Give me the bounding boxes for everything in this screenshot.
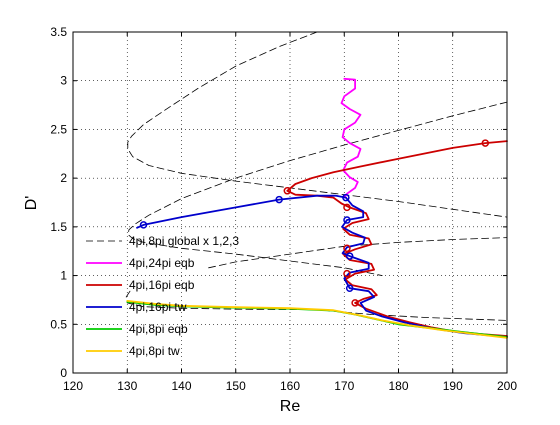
series-layer — [125, 31, 508, 339]
y-axis-label: D' — [23, 196, 40, 211]
x-tick-label: 200 — [497, 379, 517, 393]
legend-label: 4pi,8pi global x 1,2,3 — [129, 234, 239, 248]
x-tick-label: 130 — [117, 379, 137, 393]
marker-layer — [139, 139, 490, 307]
series-marker — [343, 269, 351, 278]
legend-label: 4pi,16pi tw — [129, 300, 187, 314]
series-line — [136, 194, 508, 338]
x-tick-label: 140 — [171, 379, 191, 393]
legend-label: 4pi,24pi eqb — [129, 256, 195, 270]
legend: 4pi,8pi global x 1,2,3 4pi,24pi eqb 4pi,16… — [86, 234, 239, 358]
y-tick-label: 1 — [60, 269, 67, 283]
series-marker — [139, 221, 148, 229]
x-tick-label: 170 — [334, 379, 354, 393]
x-tick-labels: 120 130 140 150 160 170 180 190 200 — [63, 379, 517, 393]
series-6 — [126, 300, 508, 339]
x-tick-label: 150 — [226, 379, 246, 393]
tick-marks — [72, 31, 508, 374]
series-marker — [343, 244, 351, 253]
series-marker — [345, 284, 354, 292]
series-3 — [286, 140, 508, 337]
series-marker — [343, 203, 351, 212]
y-tick-label: 0 — [60, 366, 67, 380]
x-tick-label: 180 — [388, 379, 408, 393]
series-line — [286, 140, 508, 337]
y-tick-label: 0.5 — [50, 317, 67, 331]
series-line — [126, 300, 508, 339]
series-marker — [351, 299, 359, 307]
y-tick-label: 2.5 — [50, 122, 67, 136]
grid-lines — [73, 32, 507, 373]
y-tick-label: 3 — [60, 74, 67, 88]
series-marker — [283, 187, 292, 195]
series-marker — [345, 252, 354, 260]
x-tick-label: 120 — [63, 379, 83, 393]
series-marker — [481, 139, 490, 147]
series-line — [127, 101, 508, 276]
series-line — [125, 290, 508, 321]
legend-label: 4pi,16pi eqb — [129, 278, 195, 292]
series-marker — [342, 193, 350, 202]
legend-label: 4pi,8pi tw — [129, 344, 180, 358]
series-line — [127, 31, 508, 218]
legend-label: 4pi,8pi eqb — [129, 322, 188, 336]
y-tick-label: 1.5 — [50, 220, 67, 234]
y-tick-label: 3.5 — [50, 25, 67, 39]
series-4 — [136, 194, 508, 338]
series-line — [340, 77, 362, 199]
y-tick-label: 2 — [60, 171, 67, 185]
x-tick-label: 190 — [443, 379, 463, 393]
x-tick-label: 160 — [280, 379, 300, 393]
series-2 — [340, 77, 362, 199]
series-marker — [275, 195, 283, 204]
y-tick-labels: 0 0.5 1 1.5 2 2.5 3 3.5 — [50, 25, 67, 380]
x-axis-label: Re — [280, 398, 301, 415]
series-marker — [343, 216, 351, 224]
